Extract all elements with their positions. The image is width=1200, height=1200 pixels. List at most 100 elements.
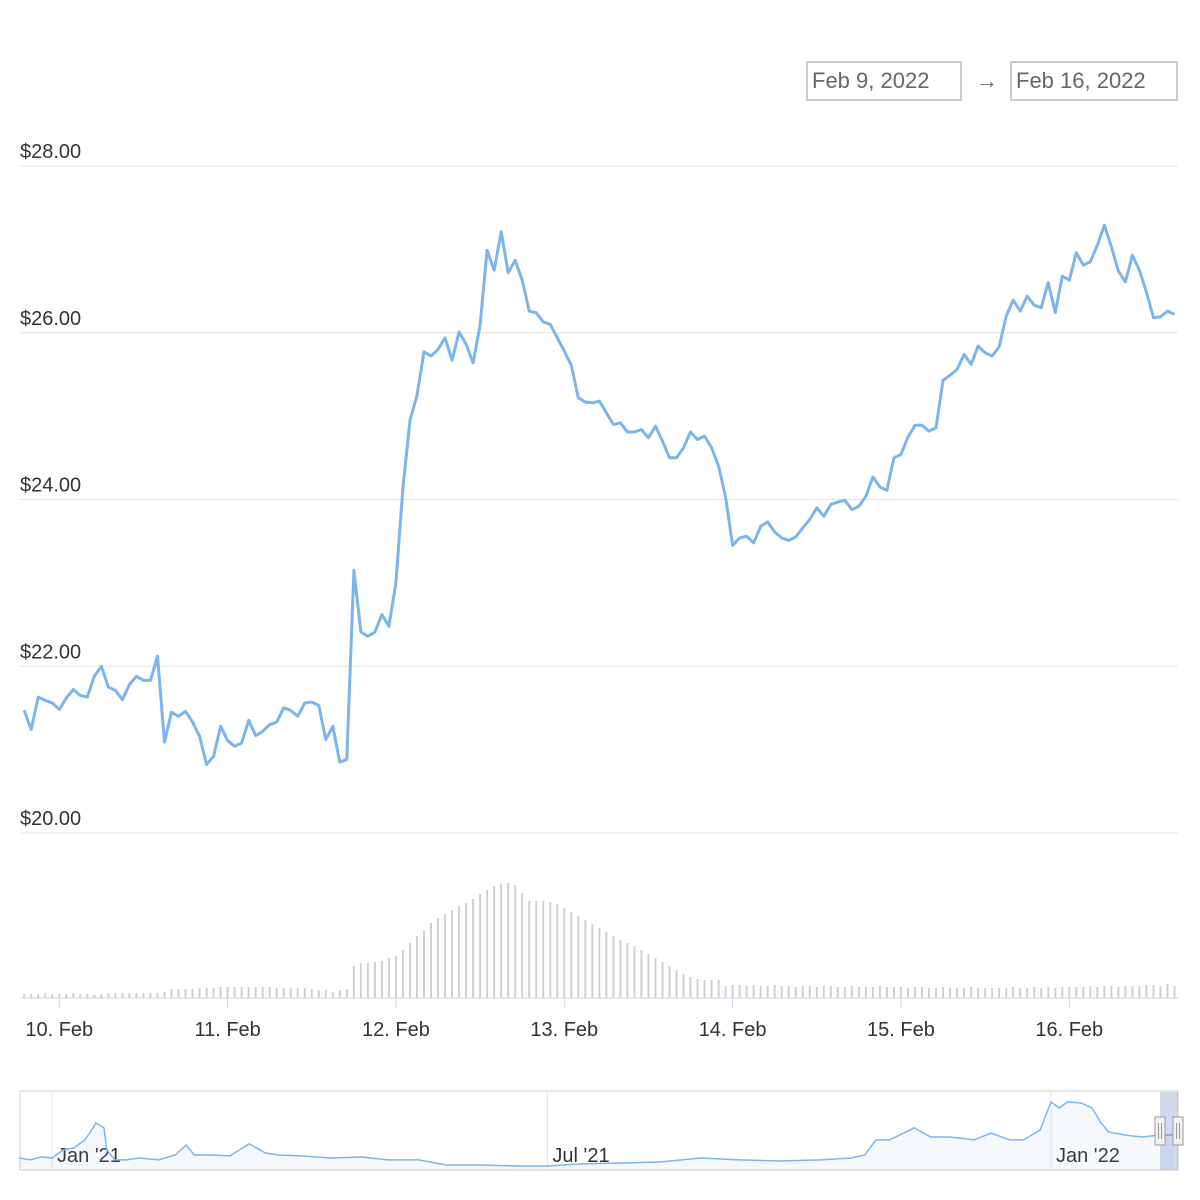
- volume-bar: [72, 993, 75, 998]
- volume-bar: [444, 914, 447, 998]
- volume-bar: [191, 989, 194, 998]
- volume-bar: [198, 988, 201, 998]
- volume-bar: [850, 986, 853, 998]
- volume-bar: [65, 994, 68, 998]
- volume-bar: [787, 986, 790, 998]
- volume-bar: [472, 899, 475, 998]
- volume-bar: [366, 963, 369, 998]
- volume-bar: [430, 923, 433, 998]
- volume-bar: [380, 961, 383, 998]
- volume-bar: [822, 986, 825, 998]
- volume-bar: [703, 980, 706, 998]
- price-line: [22, 223, 1176, 767]
- volume-bar: [128, 993, 131, 998]
- volume-bar: [528, 901, 531, 998]
- volume-bar: [423, 930, 426, 998]
- volume-bar: [949, 988, 952, 998]
- volume-bar: [233, 987, 236, 998]
- volume-bar: [1110, 986, 1113, 998]
- volume-bar: [156, 993, 159, 998]
- volume-bar: [717, 980, 720, 998]
- volume-bar: [23, 994, 26, 998]
- volume-bar: [163, 992, 166, 998]
- volume-bar: [268, 987, 271, 998]
- volume-bar: [373, 962, 376, 998]
- volume-bar: [612, 936, 615, 998]
- volume-bar: [303, 988, 306, 998]
- volume-bar: [1173, 986, 1176, 998]
- volume-bar: [437, 918, 440, 998]
- date-to-input[interactable]: Feb 16, 2022: [1010, 61, 1178, 101]
- volume-bar: [1159, 986, 1162, 998]
- volume-bar: [86, 994, 89, 998]
- volume-bar: [935, 988, 938, 998]
- volume-bar: [465, 903, 468, 998]
- volume-bar: [942, 987, 945, 998]
- volume-bar: [864, 987, 867, 998]
- volume-bar: [142, 993, 145, 998]
- y-tick-label: $26.00: [20, 308, 81, 330]
- volume-bar: [296, 988, 299, 998]
- volume-bar: [591, 924, 594, 998]
- volume-bar: [58, 994, 61, 998]
- volume-bar: [507, 883, 510, 998]
- volume-bar: [815, 987, 818, 998]
- volume-bar: [689, 977, 692, 998]
- volume-bar: [184, 989, 187, 998]
- x-tick-label: 15. Feb: [867, 1019, 935, 1041]
- volume-bar: [1026, 988, 1029, 998]
- volume-bar: [801, 986, 804, 998]
- range-arrow: →: [976, 68, 998, 93]
- volume-bar: [149, 993, 152, 998]
- volume-bar: [1005, 988, 1008, 998]
- volume-bar: [899, 987, 902, 998]
- volume-bar: [212, 988, 215, 998]
- navigator-tick-label: Jul '21: [552, 1145, 609, 1167]
- navigator-line: [19, 1100, 1175, 1167]
- volume-bar: [289, 988, 292, 998]
- volume-bar: [619, 940, 622, 998]
- x-tick-label: 13. Feb: [530, 1019, 598, 1041]
- volume-bar: [387, 958, 390, 998]
- volume-bar: [359, 963, 362, 998]
- volume-bar: [1068, 987, 1071, 998]
- volume-bar: [808, 986, 811, 998]
- navigator-tick-label: Jan '22: [1056, 1145, 1120, 1167]
- x-tick-label: 12. Feb: [362, 1019, 430, 1041]
- volume-bar: [275, 988, 278, 998]
- volume-bar: [570, 912, 573, 998]
- volume-bar: [773, 985, 776, 998]
- volume-bar: [577, 916, 580, 998]
- y-tick-label: $20.00: [20, 808, 81, 830]
- volume-bar: [219, 987, 222, 998]
- volume-bar: [261, 987, 264, 998]
- volume-bar: [829, 986, 832, 998]
- date-from-input[interactable]: Feb 9, 2022: [806, 61, 962, 101]
- volume-bar: [205, 988, 208, 998]
- y-tick-label: $24.00: [20, 475, 81, 497]
- volume-bar: [345, 989, 348, 998]
- volume-bar: [451, 910, 454, 998]
- volume-bar: [479, 894, 482, 998]
- volume-bar: [633, 946, 636, 998]
- volume-bar: [415, 936, 418, 998]
- volume-bar: [724, 986, 727, 998]
- volume-bar: [458, 906, 461, 998]
- navigator-handle[interactable]: [1172, 1116, 1184, 1146]
- volume-bar: [317, 990, 320, 998]
- x-tick-label: 10. Feb: [25, 1019, 93, 1041]
- volume-bar: [401, 950, 404, 998]
- volume-bar: [1103, 986, 1106, 998]
- volume-bar: [394, 956, 397, 998]
- volume-bar: [1082, 987, 1085, 998]
- volume-bar: [331, 992, 334, 998]
- volume-bar: [913, 987, 916, 998]
- volume-bar: [843, 987, 846, 998]
- volume-bar: [1152, 985, 1155, 998]
- volume-bar: [871, 987, 874, 998]
- navigator-handle[interactable]: [1154, 1116, 1166, 1146]
- volume-bar: [93, 995, 96, 998]
- navigator-selection[interactable]: [1160, 1092, 1178, 1170]
